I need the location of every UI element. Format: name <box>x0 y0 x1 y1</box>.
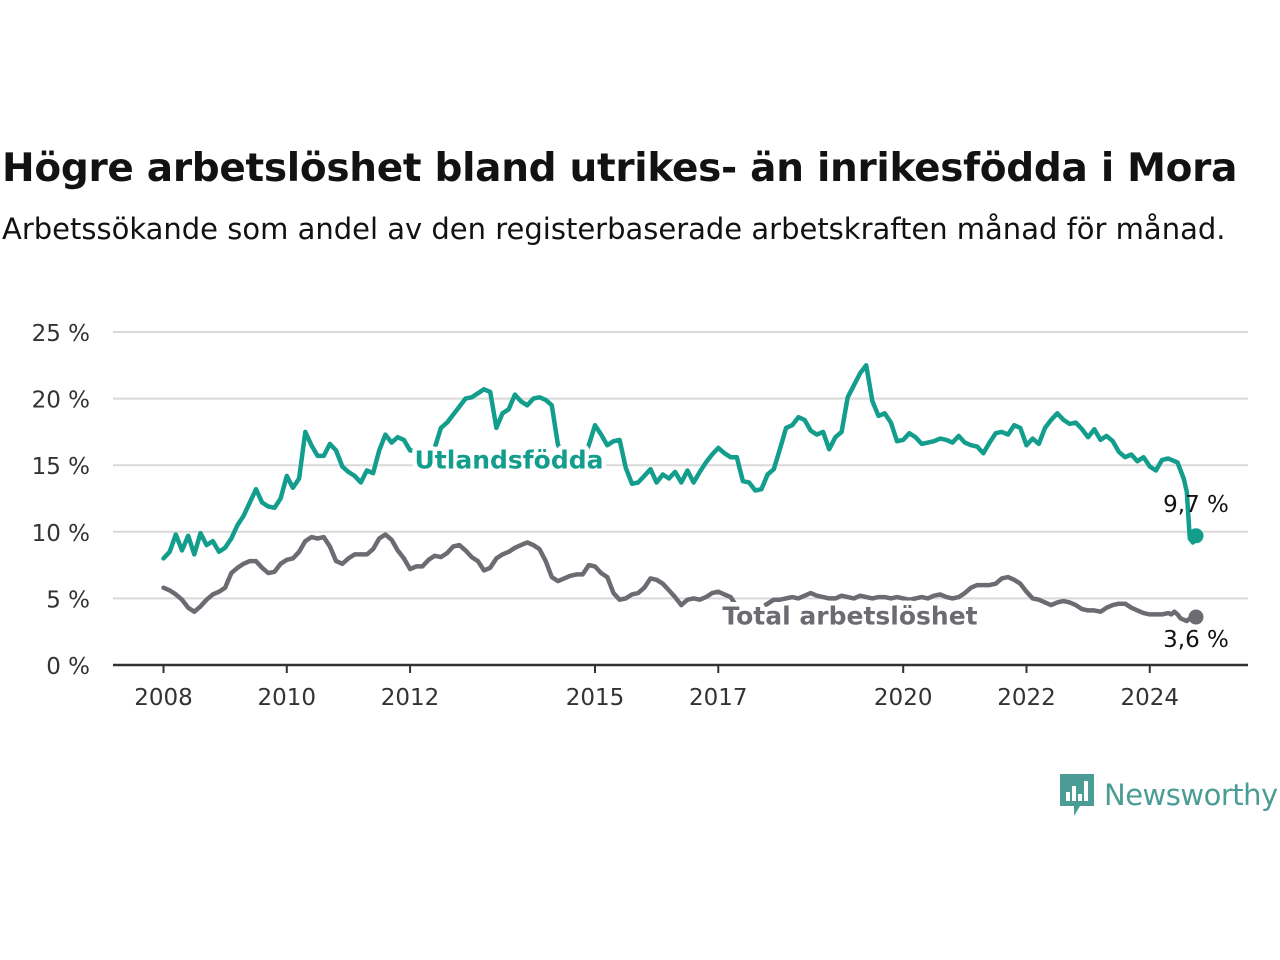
x-tick-label: 2020 <box>874 685 933 711</box>
y-tick-label: 0 % <box>46 654 90 680</box>
chart-subtitle: Arbetssökande som andel av den registerb… <box>2 212 1226 246</box>
series-end-marker <box>1188 528 1204 544</box>
y-tick-label: 15 % <box>32 454 90 480</box>
y-tick-label: 20 % <box>32 388 90 414</box>
series-end-marker <box>1188 609 1204 625</box>
x-tick-label: 2008 <box>134 685 193 711</box>
y-tick-label: 10 % <box>32 521 90 547</box>
x-tick-label: 2010 <box>258 685 317 711</box>
line-chart-svg: 0 % 5 % 10 % 15 % 20 % 25 % 2008 2010 2012 2015 20… <box>32 321 1248 711</box>
y-tick-label: 25 % <box>32 321 90 347</box>
x-tick-label: 2017 <box>689 685 748 711</box>
newsworthy-logo-icon <box>1060 774 1094 816</box>
newsworthy-logo: Newsworthy <box>1058 772 1278 818</box>
series-label-halo: Total arbetslöshet <box>722 601 977 630</box>
y-tick-label: 5 % <box>46 587 90 613</box>
x-tick-label: 2012 <box>381 685 440 711</box>
series-label: Total arbetslöshet <box>722 601 977 630</box>
chart-title: Högre arbetslöshet bland utrikes- än inr… <box>2 146 1238 191</box>
line-chart: 0 % 5 % 10 % 15 % 20 % 25 % 2008 2010 2012 2015 20… <box>0 300 1280 720</box>
x-tick-label: 2015 <box>566 685 625 711</box>
series-line-total <box>161 532 1199 624</box>
x-tick-label: 2022 <box>997 685 1056 711</box>
brand-name: Newsworthy <box>1104 778 1278 812</box>
series-label: Utlandsfödda <box>415 446 604 475</box>
series-end-label: 9,7 % <box>1163 492 1229 518</box>
x-tick-label: 2024 <box>1120 685 1179 711</box>
series-end-label: 3,6 % <box>1163 627 1229 653</box>
series-line-utlandsfodda <box>161 363 1199 561</box>
series-label-halo: Utlandsfödda <box>415 446 604 475</box>
